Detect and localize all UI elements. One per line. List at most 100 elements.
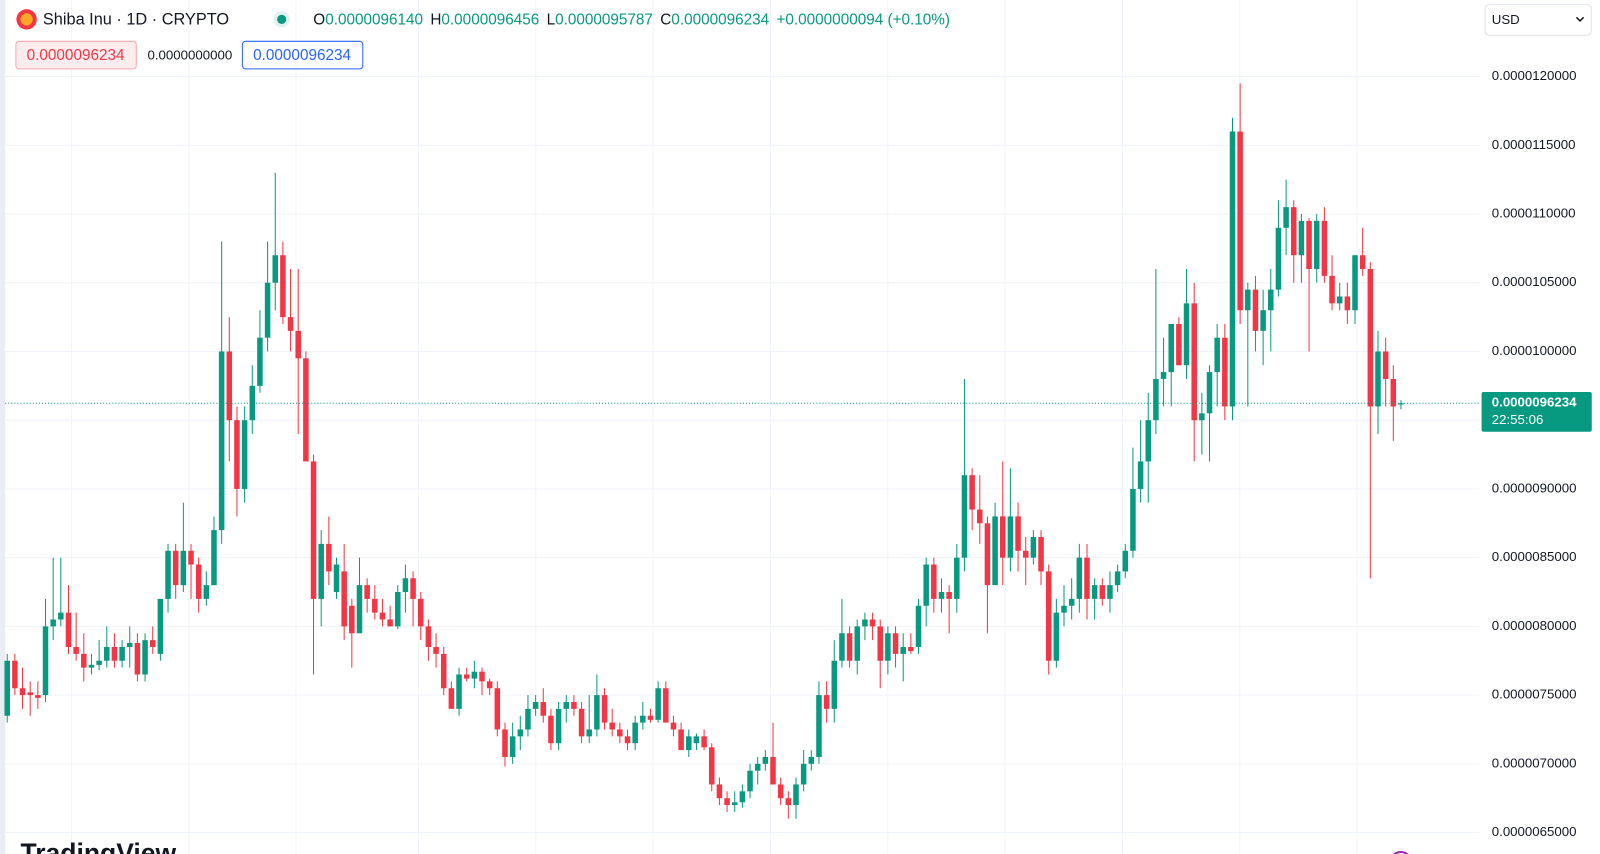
candle-body	[1122, 550, 1129, 572]
candle-body	[969, 475, 975, 510]
candle-body	[35, 695, 41, 698]
candle-body	[218, 351, 225, 531]
candle-body	[754, 763, 761, 771]
market-status	[277, 14, 287, 24]
candle-body	[655, 688, 661, 720]
candle-body	[1153, 378, 1159, 421]
ohlc-values: O0.0000096140 H0.0000096456 L0.000009578…	[313, 11, 950, 28]
candle-body	[402, 578, 409, 593]
candle-body	[1367, 268, 1374, 407]
last-price-label: 0.0000096234	[1492, 395, 1577, 410]
candle-body	[73, 646, 79, 654]
candle-body	[1214, 337, 1220, 373]
candle-body	[716, 784, 723, 799]
candle-body	[1191, 303, 1197, 421]
candle-body	[310, 461, 317, 599]
candle-body	[693, 736, 700, 744]
candle-body	[586, 729, 592, 737]
candle-body	[1321, 220, 1328, 276]
buy-button[interactable]	[241, 40, 364, 70]
candle-body	[142, 640, 148, 675]
candle-body	[800, 763, 807, 785]
candle-body	[326, 543, 332, 572]
candle-body	[42, 626, 49, 696]
candle-body	[333, 564, 340, 593]
y-tick-label: 0.0000075000	[1492, 687, 1577, 702]
symbol-title: Shiba Inu · 1D · CRYPTO	[43, 11, 229, 29]
candle-body	[395, 592, 401, 627]
candle-body	[961, 475, 968, 558]
candle-body	[318, 543, 324, 599]
candle-body	[1352, 255, 1358, 311]
sell-price[interactable]: 0.0000096234	[27, 47, 125, 64]
candle-body	[624, 736, 631, 744]
candle-body	[1160, 372, 1167, 379]
candle-body	[4, 660, 10, 716]
candle-body	[1061, 605, 1067, 613]
currency-select[interactable]	[1484, 4, 1592, 36]
candle-body	[701, 736, 707, 748]
candle-body	[303, 358, 309, 462]
candle-body	[1344, 296, 1351, 311]
candle-body	[571, 701, 577, 709]
candle-body	[280, 255, 286, 318]
candle-body	[992, 516, 998, 586]
candle-body	[1306, 220, 1312, 269]
candle-body	[65, 612, 72, 647]
y-tick-label: 0.0000090000	[1492, 480, 1577, 495]
candle-body	[1068, 598, 1075, 606]
candle-body	[900, 646, 906, 654]
candle-body	[1222, 337, 1228, 407]
candle-body	[387, 619, 393, 627]
candle-body	[1107, 585, 1113, 599]
candle-body	[203, 585, 210, 599]
candle-body	[295, 330, 301, 359]
candle-body	[134, 642, 141, 675]
candle-body	[525, 708, 531, 730]
candle-body	[440, 653, 447, 689]
sell-button[interactable]	[15, 40, 137, 70]
candle-body	[1130, 488, 1136, 551]
candle-body	[157, 598, 164, 654]
y-tick-label: 0.0000100000	[1492, 343, 1577, 358]
candle-body	[1038, 537, 1044, 572]
candle-body	[356, 585, 363, 634]
candle-body	[686, 736, 692, 751]
currency-label[interactable]: USD	[1492, 12, 1520, 27]
candle-body	[915, 605, 922, 647]
candle-body	[1199, 413, 1205, 421]
ohlc-key: O	[313, 11, 325, 28]
candle-body	[1268, 289, 1274, 311]
candle-body	[1022, 550, 1029, 558]
candle-body	[1252, 289, 1259, 331]
candle-body	[885, 633, 891, 661]
y-tick-label: 0.0000105000	[1492, 274, 1577, 289]
candle-body	[1091, 585, 1098, 599]
candle-body	[471, 671, 478, 679]
candle-body	[548, 715, 554, 744]
candle-body	[609, 722, 615, 730]
candle-body	[264, 282, 271, 338]
price-axis: 0.0000065000 0.0000070000 0.0000075000 0.00…	[1481, 68, 1592, 839]
ohlc-value: 0.0000096140	[325, 11, 423, 28]
candle-body	[1168, 323, 1174, 373]
candle-body	[1398, 403, 1404, 405]
symbol-icon-inner	[20, 13, 33, 26]
y-tick-label: 0.0000115000	[1492, 137, 1576, 152]
ohlc-key: C	[660, 11, 671, 28]
candle-body	[532, 701, 539, 709]
candle-body	[762, 756, 769, 764]
candle-body	[869, 619, 876, 627]
buy-price[interactable]: 0.0000096234	[253, 47, 351, 64]
ohlc-key: H	[430, 11, 441, 28]
candle-body	[364, 585, 370, 599]
candle-body	[708, 747, 715, 785]
candle-body	[81, 653, 87, 668]
candle-body	[1375, 351, 1381, 407]
candle-body	[999, 516, 1006, 558]
candle-body	[349, 605, 355, 634]
candle-body	[126, 642, 133, 647]
logo: TradingView	[20, 838, 176, 854]
